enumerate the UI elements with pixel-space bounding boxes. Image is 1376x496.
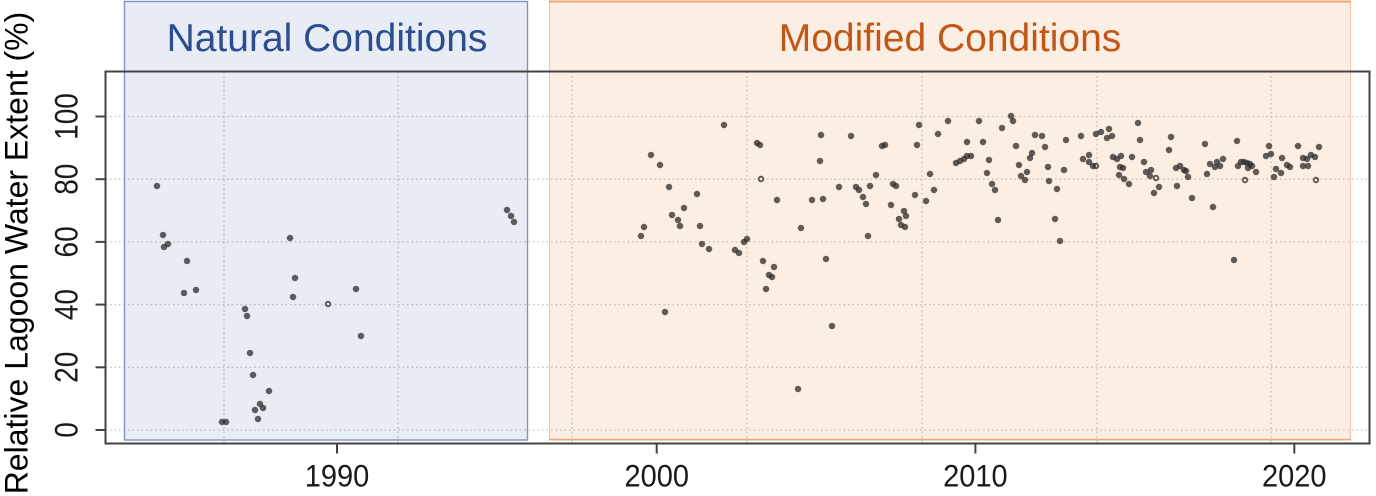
svg-text:Relative Lagoon Water Extent (: Relative Lagoon Water Extent (%) — [0, 12, 35, 495]
svg-text:40: 40 — [50, 289, 85, 320]
svg-text:80: 80 — [50, 164, 85, 195]
svg-text:2020: 2020 — [1262, 458, 1326, 494]
svg-text:20: 20 — [50, 352, 85, 383]
svg-text:0: 0 — [50, 422, 85, 438]
svg-text:Modified Conditions: Modified Conditions — [779, 17, 1122, 60]
svg-text:100: 100 — [50, 93, 85, 140]
svg-text:2010: 2010 — [943, 458, 1007, 494]
svg-text:1990: 1990 — [305, 458, 369, 494]
svg-text:Natural Conditions: Natural Conditions — [167, 17, 488, 60]
svg-text:60: 60 — [50, 226, 85, 257]
svg-text:2000: 2000 — [624, 458, 688, 494]
